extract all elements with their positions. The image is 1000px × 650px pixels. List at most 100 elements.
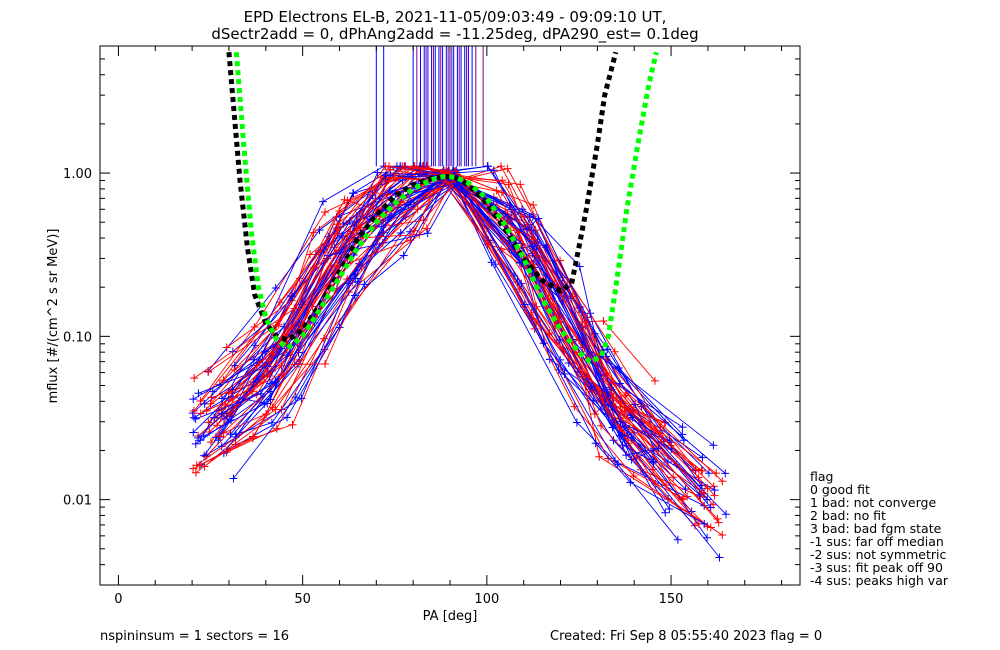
y-axis-label: mflux [#/(cm^2 s sr MeV)] bbox=[46, 229, 61, 404]
flux-point-marker bbox=[207, 393, 216, 402]
flux-point-marker bbox=[532, 302, 541, 311]
flux-point-marker bbox=[503, 164, 512, 173]
flux-point-marker bbox=[338, 231, 347, 240]
flux-point-marker bbox=[703, 484, 712, 493]
chart-title: EPD Electrons EL-B, 2021-11-05/09:03:49 … bbox=[244, 8, 667, 26]
flux-point-marker bbox=[350, 270, 359, 279]
flux-point-marker bbox=[349, 189, 358, 198]
flux-point-marker bbox=[718, 477, 727, 486]
flux-point-marker bbox=[350, 291, 359, 300]
flux-point-marker bbox=[381, 171, 390, 180]
x-axis-label: PA [deg] bbox=[423, 609, 478, 624]
flux-point-marker bbox=[189, 413, 198, 422]
flux-point-marker bbox=[544, 294, 553, 303]
flux-point-marker bbox=[194, 389, 203, 398]
flux-point-marker bbox=[249, 355, 258, 364]
flux-point-marker bbox=[649, 457, 658, 466]
flux-point-marker bbox=[498, 176, 507, 185]
flux-trace bbox=[192, 165, 727, 515]
flux-point-marker bbox=[320, 208, 329, 217]
flux-point-marker bbox=[617, 398, 626, 407]
flux-point-marker bbox=[266, 387, 275, 396]
flux-point-marker bbox=[291, 393, 300, 402]
flux-point-marker bbox=[555, 335, 564, 344]
flux-trace bbox=[215, 177, 705, 507]
flux-point-marker bbox=[343, 275, 352, 284]
fit-curve-green bbox=[233, 51, 659, 365]
flux-point-marker bbox=[590, 410, 599, 419]
flux-point-marker bbox=[206, 399, 215, 408]
legend-entry: 1 bad: not converge bbox=[810, 495, 936, 510]
flux-point-marker bbox=[231, 432, 240, 441]
flux-point-marker bbox=[398, 176, 407, 185]
flux-point-marker bbox=[319, 334, 328, 343]
flux-point-marker bbox=[678, 495, 687, 504]
x-tick-label: 50 bbox=[294, 592, 311, 607]
flux-point-marker bbox=[213, 421, 222, 430]
flux-point-marker bbox=[191, 439, 200, 448]
flux-point-marker bbox=[609, 436, 618, 445]
flux-point-marker bbox=[200, 451, 209, 460]
flux-point-marker bbox=[709, 441, 718, 450]
flux-point-marker bbox=[297, 394, 306, 403]
flux-point-marker bbox=[697, 488, 706, 497]
fit-curves bbox=[226, 51, 659, 365]
flux-point-marker bbox=[610, 347, 619, 356]
flux-point-marker bbox=[226, 430, 235, 439]
flux-point-marker bbox=[306, 250, 315, 259]
flux-point-marker bbox=[445, 166, 454, 175]
flux-point-marker bbox=[230, 361, 239, 370]
flux-trace bbox=[230, 165, 683, 428]
flux-point-marker bbox=[678, 423, 687, 432]
flux-point-marker bbox=[272, 424, 281, 433]
flux-point-marker bbox=[422, 224, 431, 233]
flux-point-marker bbox=[189, 395, 198, 404]
flux-point-marker bbox=[214, 436, 223, 445]
flux-point-marker bbox=[189, 428, 198, 437]
flux-point-marker bbox=[492, 186, 501, 195]
flux-point-marker bbox=[491, 260, 500, 269]
flux-point-marker bbox=[654, 444, 663, 453]
flux-point-marker bbox=[669, 473, 678, 482]
flux-point-marker bbox=[700, 519, 709, 528]
y-tick-label: 1.00 bbox=[63, 167, 92, 182]
flux-point-marker bbox=[517, 279, 526, 288]
flux-point-marker bbox=[618, 407, 627, 416]
flux-point-marker bbox=[712, 469, 721, 478]
flux-point-marker bbox=[353, 277, 362, 286]
flux-point-marker bbox=[290, 304, 299, 313]
legend-entry: -3 sus: fit peak off 90 bbox=[810, 560, 943, 575]
flux-point-marker bbox=[219, 376, 228, 385]
flux-point-marker bbox=[575, 262, 584, 271]
flux-point-marker bbox=[613, 460, 622, 469]
flux-point-marker bbox=[344, 288, 353, 297]
flux-point-marker bbox=[379, 228, 388, 237]
flux-point-marker bbox=[597, 421, 606, 430]
x-tick-label: 0 bbox=[114, 592, 122, 607]
flux-point-marker bbox=[199, 432, 208, 441]
flux-point-marker bbox=[229, 474, 238, 483]
flux-point-marker bbox=[681, 485, 690, 494]
flux-point-marker bbox=[650, 376, 659, 385]
flux-point-marker bbox=[710, 486, 719, 495]
flux-point-marker bbox=[260, 399, 269, 408]
legend-entry: 0 good fit bbox=[810, 482, 870, 497]
flux-point-marker bbox=[703, 495, 712, 504]
flux-point-marker bbox=[714, 518, 723, 527]
flux-point-marker bbox=[690, 521, 699, 530]
flux-point-marker bbox=[683, 492, 692, 501]
flux-point-marker bbox=[271, 283, 280, 292]
flux-point-marker bbox=[189, 464, 198, 473]
flux-point-marker bbox=[287, 291, 296, 300]
flux-point-marker bbox=[423, 229, 432, 238]
flux-point-marker bbox=[319, 245, 328, 254]
footer-right: Created: Fri Sep 8 05:55:40 2023 flag = … bbox=[550, 629, 822, 644]
flux-point-marker bbox=[204, 367, 213, 376]
y-tick-label: 0.01 bbox=[63, 494, 92, 509]
flux-point-marker bbox=[673, 535, 682, 544]
flux-point-marker bbox=[207, 438, 216, 447]
flux-point-marker bbox=[515, 228, 524, 237]
flux-point-marker bbox=[615, 379, 624, 388]
flux-point-marker bbox=[377, 173, 386, 182]
